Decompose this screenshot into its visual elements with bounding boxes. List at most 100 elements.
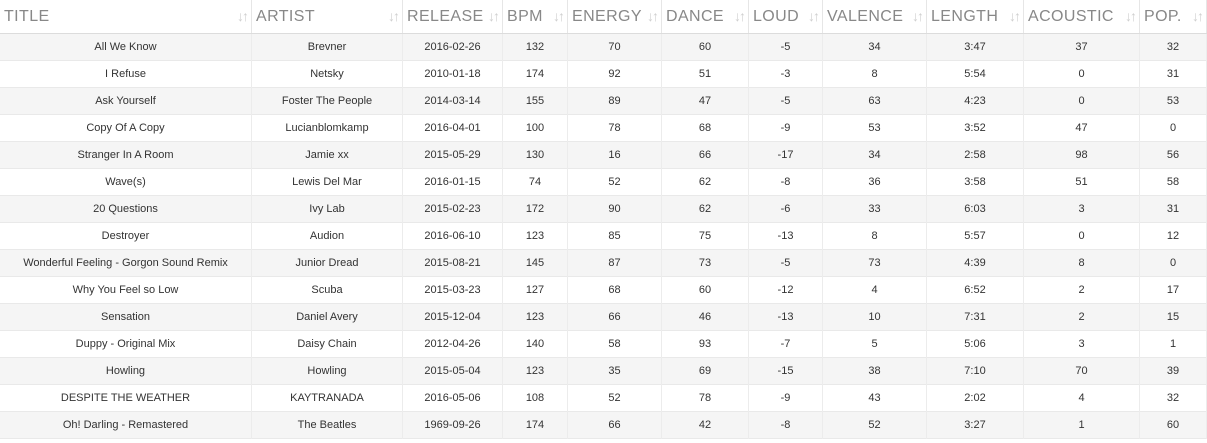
cell-loud: -3: [749, 61, 823, 88]
cell-loud: -13: [749, 304, 823, 331]
cell-length: 2:58: [927, 142, 1024, 169]
cell-valence: 63: [823, 88, 927, 115]
table-row[interactable]: Stranger In A Room Jamie xx 2015-05-29 1…: [0, 142, 1207, 169]
cell-popularity: 53: [1140, 88, 1207, 115]
sort-icon[interactable]: ↓↑: [912, 8, 924, 24]
cell-dance: 62: [662, 196, 749, 223]
column-header-label: LOUD: [753, 8, 800, 25]
cell-loud: -8: [749, 412, 823, 439]
table-row[interactable]: 20 Questions Ivy Lab 2015-02-23 172 90 6…: [0, 196, 1207, 223]
sort-icon[interactable]: ↓↑: [553, 8, 565, 24]
cell-dance: 60: [662, 34, 749, 61]
cell-length: 6:03: [927, 196, 1024, 223]
cell-popularity: 31: [1140, 61, 1207, 88]
table-row[interactable]: Wave(s) Lewis Del Mar 2016-01-15 74 52 6…: [0, 169, 1207, 196]
sort-icon[interactable]: ↓↑: [388, 8, 400, 24]
cell-acoustic: 2: [1024, 277, 1140, 304]
cell-release: 2014-03-14: [403, 88, 503, 115]
cell-bpm: 174: [503, 61, 568, 88]
sort-icon[interactable]: ↓↑: [808, 8, 820, 24]
column-header-dance[interactable]: DANCE ↓↑: [662, 0, 749, 33]
cell-release: 2015-03-23: [403, 277, 503, 304]
column-header-release[interactable]: RELEASE ↓↑: [403, 0, 503, 33]
sort-icon[interactable]: ↓↑: [1192, 8, 1204, 24]
cell-valence: 73: [823, 250, 927, 277]
cell-bpm: 130: [503, 142, 568, 169]
sort-icon[interactable]: ↓↑: [237, 8, 249, 24]
cell-release: 1969-09-26: [403, 412, 503, 439]
column-header-bpm[interactable]: BPM ↓↑: [503, 0, 568, 33]
cell-valence: 52: [823, 412, 927, 439]
cell-length: 7:10: [927, 358, 1024, 385]
column-header-title[interactable]: TITLE ↓↑: [0, 0, 252, 33]
cell-loud: -8: [749, 169, 823, 196]
cell-acoustic: 8: [1024, 250, 1140, 277]
cell-artist: Daniel Avery: [252, 304, 403, 331]
table-row[interactable]: Sensation Daniel Avery 2015-12-04 123 66…: [0, 304, 1207, 331]
table-row[interactable]: Destroyer Audion 2016-06-10 123 85 75 -1…: [0, 223, 1207, 250]
column-header-popularity[interactable]: POP. ↓↑: [1140, 0, 1207, 33]
cell-artist: Lucianblomkamp: [252, 115, 403, 142]
cell-dance: 68: [662, 115, 749, 142]
cell-title: Ask Yourself: [0, 88, 252, 115]
cell-bpm: 123: [503, 304, 568, 331]
cell-valence: 43: [823, 385, 927, 412]
cell-dance: 73: [662, 250, 749, 277]
table-row[interactable]: Oh! Darling - Remastered The Beatles 196…: [0, 412, 1207, 439]
cell-loud: -5: [749, 88, 823, 115]
cell-artist: Scuba: [252, 277, 403, 304]
cell-length: 5:54: [927, 61, 1024, 88]
cell-release: 2015-05-04: [403, 358, 503, 385]
cell-bpm: 155: [503, 88, 568, 115]
cell-bpm: 145: [503, 250, 568, 277]
sort-icon[interactable]: ↓↑: [734, 8, 746, 24]
column-header-acoustic[interactable]: ACOUSTIC ↓↑: [1024, 0, 1140, 33]
cell-length: 3:58: [927, 169, 1024, 196]
cell-bpm: 127: [503, 277, 568, 304]
table-row[interactable]: Why You Feel so Low Scuba 2015-03-23 127…: [0, 277, 1207, 304]
cell-popularity: 39: [1140, 358, 1207, 385]
table-row[interactable]: Howling Howling 2015-05-04 123 35 69 -15…: [0, 358, 1207, 385]
cell-artist: Junior Dread: [252, 250, 403, 277]
cell-valence: 34: [823, 34, 927, 61]
cell-energy: 87: [568, 250, 662, 277]
table-row[interactable]: Copy Of A Copy Lucianblomkamp 2016-04-01…: [0, 115, 1207, 142]
cell-title: DESPITE THE WEATHER: [0, 385, 252, 412]
cell-length: 3:27: [927, 412, 1024, 439]
column-header-label: ACOUSTIC: [1028, 8, 1114, 25]
cell-title: Wave(s): [0, 169, 252, 196]
column-header-loud[interactable]: LOUD ↓↑: [749, 0, 823, 33]
column-header-label: VALENCE: [827, 8, 904, 25]
table-row[interactable]: Wonderful Feeling - Gorgon Sound Remix J…: [0, 250, 1207, 277]
column-header-energy[interactable]: ENERGY ↓↑: [568, 0, 662, 33]
column-header-length[interactable]: LENGTH ↓↑: [927, 0, 1024, 33]
table-row[interactable]: I Refuse Netsky 2010-01-18 174 92 51 -3 …: [0, 61, 1207, 88]
cell-artist: Foster The People: [252, 88, 403, 115]
column-header-valence[interactable]: VALENCE ↓↑: [823, 0, 927, 33]
sort-icon[interactable]: ↓↑: [1125, 8, 1137, 24]
column-header-artist[interactable]: ARTIST ↓↑: [252, 0, 403, 33]
cell-length: 2:02: [927, 385, 1024, 412]
table-row[interactable]: All We Know Brevner 2016-02-26 132 70 60…: [0, 34, 1207, 61]
table-row[interactable]: DESPITE THE WEATHER KAYTRANADA 2016-05-0…: [0, 385, 1207, 412]
cell-acoustic: 98: [1024, 142, 1140, 169]
cell-length: 3:52: [927, 115, 1024, 142]
cell-bpm: 123: [503, 223, 568, 250]
sort-icon[interactable]: ↓↑: [1009, 8, 1021, 24]
cell-length: 5:57: [927, 223, 1024, 250]
cell-length: 4:23: [927, 88, 1024, 115]
cell-acoustic: 3: [1024, 196, 1140, 223]
table-row[interactable]: Duppy - Original Mix Daisy Chain 2012-04…: [0, 331, 1207, 358]
cell-release: 2015-05-29: [403, 142, 503, 169]
cell-acoustic: 0: [1024, 88, 1140, 115]
cell-valence: 8: [823, 61, 927, 88]
sort-icon[interactable]: ↓↑: [488, 8, 500, 24]
table-row[interactable]: Ask Yourself Foster The People 2014-03-1…: [0, 88, 1207, 115]
cell-loud: -7: [749, 331, 823, 358]
cell-release: 2015-08-21: [403, 250, 503, 277]
cell-valence: 38: [823, 358, 927, 385]
cell-popularity: 15: [1140, 304, 1207, 331]
cell-acoustic: 0: [1024, 223, 1140, 250]
sort-icon[interactable]: ↓↑: [647, 8, 659, 24]
cell-artist: KAYTRANADA: [252, 385, 403, 412]
